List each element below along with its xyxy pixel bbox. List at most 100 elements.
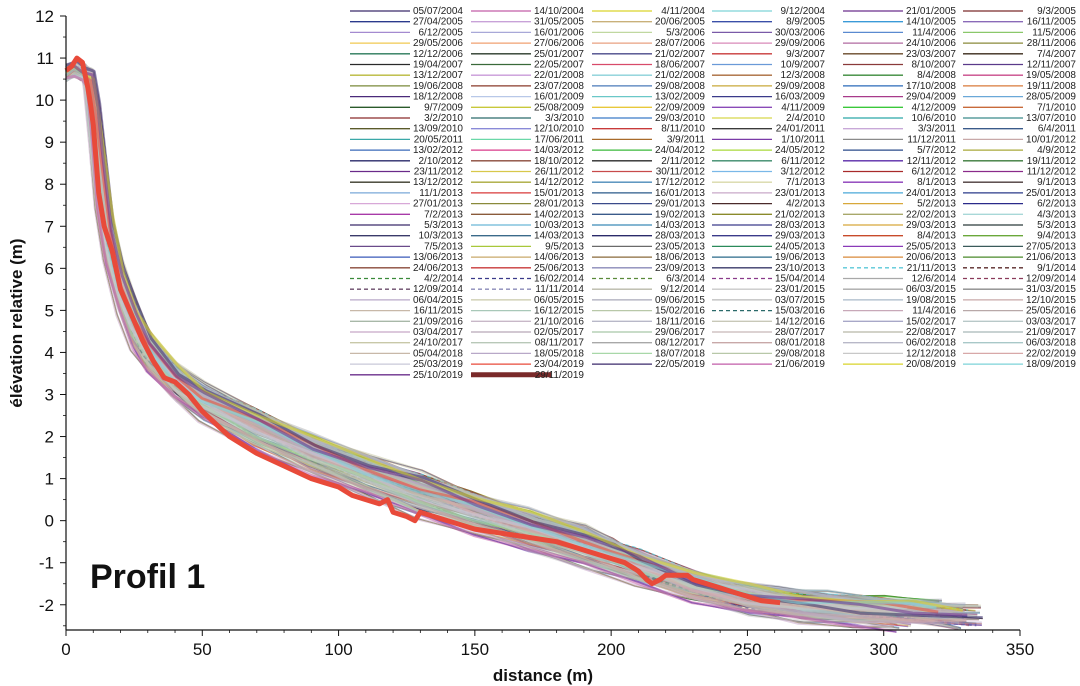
legend-label: 16/03/2009: [775, 92, 825, 103]
legend-label: 21/10/2016: [534, 316, 584, 327]
legend-label: 12/10/2010: [534, 124, 584, 135]
legend-label: 18/06/2007: [655, 60, 705, 71]
legend-label: 6/12/2005: [419, 27, 464, 38]
legend-label: 7/2/2013: [424, 209, 463, 220]
legend-label: 6/4/2011: [1038, 124, 1077, 135]
legend-label: 22/09/2009: [655, 102, 705, 113]
legend-label: 7/1/2010: [1037, 102, 1076, 113]
legend-label: 29/03/2013: [906, 220, 956, 231]
legend-label: 23/10/2013: [775, 263, 825, 274]
legend-label: 28/11/2006: [1027, 38, 1077, 49]
legend-label: 11/1/2013: [419, 188, 463, 199]
legend-label: 28/07/2017: [775, 327, 825, 338]
legend-label: 14/02/2013: [534, 209, 584, 220]
profile-series-line: [65, 59, 983, 620]
legend-label: 21/02/2007: [655, 49, 705, 60]
legend-label: 20/05/2011: [414, 134, 464, 145]
legend-label: 22/08/2017: [906, 327, 956, 338]
legend-label: 5/3/2006: [666, 27, 705, 38]
legend-label: 27/06/2006: [534, 38, 584, 49]
x-tick-label: 150: [461, 640, 489, 659]
legend-label: 29/03/2010: [655, 113, 705, 124]
x-tick-label: 100: [324, 640, 352, 659]
legend-label: 12/12/2006: [413, 49, 463, 60]
legend-label: 4/2/2014: [424, 274, 463, 285]
legend-label: 2/4/2010: [786, 113, 825, 124]
legend-label: 24/01/2011: [776, 124, 826, 135]
legend-label: 28/03/2013: [655, 231, 705, 242]
legend-label: 14/03/2013: [534, 231, 584, 242]
y-tick-label: 10: [35, 91, 54, 110]
y-tick-label: 7: [45, 217, 54, 236]
legend-label: 18/09/2019: [1026, 359, 1076, 370]
legend-label: 25/03/2019: [413, 359, 463, 370]
legend-label: 06/03/2018: [1026, 338, 1076, 349]
legend-label: 19/02/2013: [655, 209, 705, 220]
legend-label: 8/4/2013: [917, 231, 956, 242]
legend-label: 12/09/2014: [413, 284, 463, 295]
legend-label: 2/10/2012: [419, 156, 464, 167]
legend-label: 10/01/2012: [1026, 134, 1076, 145]
legend-label: 09/06/2015: [655, 295, 705, 306]
legend-label: 24/05/2013: [775, 241, 825, 252]
legend-label: 11/4/2016: [912, 306, 956, 317]
highlight-series-line: [64, 55, 781, 606]
x-axis-title: distance (m): [493, 666, 593, 685]
legend-label: 23/01/2015: [775, 284, 825, 295]
legend-label: 18/10/2012: [534, 156, 584, 167]
y-tick-label: 5: [45, 301, 54, 320]
legend-label: 3/3/2010: [545, 113, 584, 124]
legend-label: 16/01/2006: [534, 27, 584, 38]
legend-label: 16/11/2015: [414, 306, 464, 317]
profile-series-line: [65, 75, 894, 628]
legend-label: 5/3/2013: [1037, 220, 1076, 231]
legend-label: 14/03/2012: [534, 145, 584, 156]
legend-label: 25/01/2007: [534, 49, 584, 60]
legend-label: 21/06/2019: [775, 359, 825, 370]
legend-label: 22/05/2019: [655, 359, 705, 370]
x-tick-label: 250: [733, 640, 761, 659]
legend-label: 17/06/2011: [535, 134, 585, 145]
legend-label: 21/06/2013: [1026, 252, 1076, 263]
y-tick-label: 2: [45, 428, 54, 447]
legend-label: 22/01/2008: [534, 70, 584, 81]
legend-label: 18/07/2018: [655, 348, 705, 359]
legend-label: 13/09/2010: [413, 124, 463, 135]
x-tick-label: 350: [1006, 640, 1034, 659]
y-tick-label: 1: [45, 470, 54, 489]
legend-label: 20/06/2013: [906, 252, 956, 263]
legend-label: 3/12/2012: [781, 167, 826, 178]
legend-label: 22/05/2007: [534, 60, 584, 71]
legend-label: 8/11/2010: [661, 124, 705, 135]
legend-label: 6/11/2012: [781, 156, 825, 167]
legend-label: 24/01/2013: [906, 188, 956, 199]
legend-label: 9/4/2013: [1037, 231, 1076, 242]
legend-label: 13/02/2009: [655, 92, 705, 103]
legend-label: 23/09/2013: [655, 263, 705, 274]
legend-label: 1/10/2011: [781, 134, 825, 145]
x-ticks: 0 50 100 150 200 250 300 350: [61, 630, 1034, 659]
legend-label: 19/08/2015: [906, 295, 956, 306]
legend-label: 11/12/2011: [907, 134, 956, 145]
legend-label: 28/07/2006: [655, 38, 705, 49]
legend-label: 16/01/2009: [534, 92, 584, 103]
legend-label: 06/04/2015: [413, 295, 463, 306]
legend-label: 24/06/2013: [413, 263, 463, 274]
legend-label: 21/09/2016: [413, 316, 463, 327]
legend-label: 14/10/2004: [534, 6, 584, 17]
legend-label: 31/05/2005: [534, 17, 584, 28]
profile-series-line: [65, 76, 895, 623]
legend-label: 29/08/2018: [775, 348, 825, 359]
legend-label: 6/2/2013: [1037, 199, 1076, 210]
legend-label: 9/1/2013: [1037, 177, 1076, 188]
legend-label: 21/02/2013: [775, 209, 825, 220]
legend-label: 16/02/2014: [534, 274, 584, 285]
legend-label: 9/5/2013: [545, 241, 584, 252]
legend-label: 20/06/2005: [655, 17, 705, 28]
legend-label: 7/1/2013: [786, 177, 825, 188]
legend-label: 8/10/2007: [912, 60, 957, 71]
legend-label: 6/3/2014: [666, 274, 705, 285]
legend-label: 9/7/2009: [424, 102, 463, 113]
legend-label: 5/2/2013: [917, 199, 956, 210]
legend-label: 4/2/2013: [786, 199, 825, 210]
